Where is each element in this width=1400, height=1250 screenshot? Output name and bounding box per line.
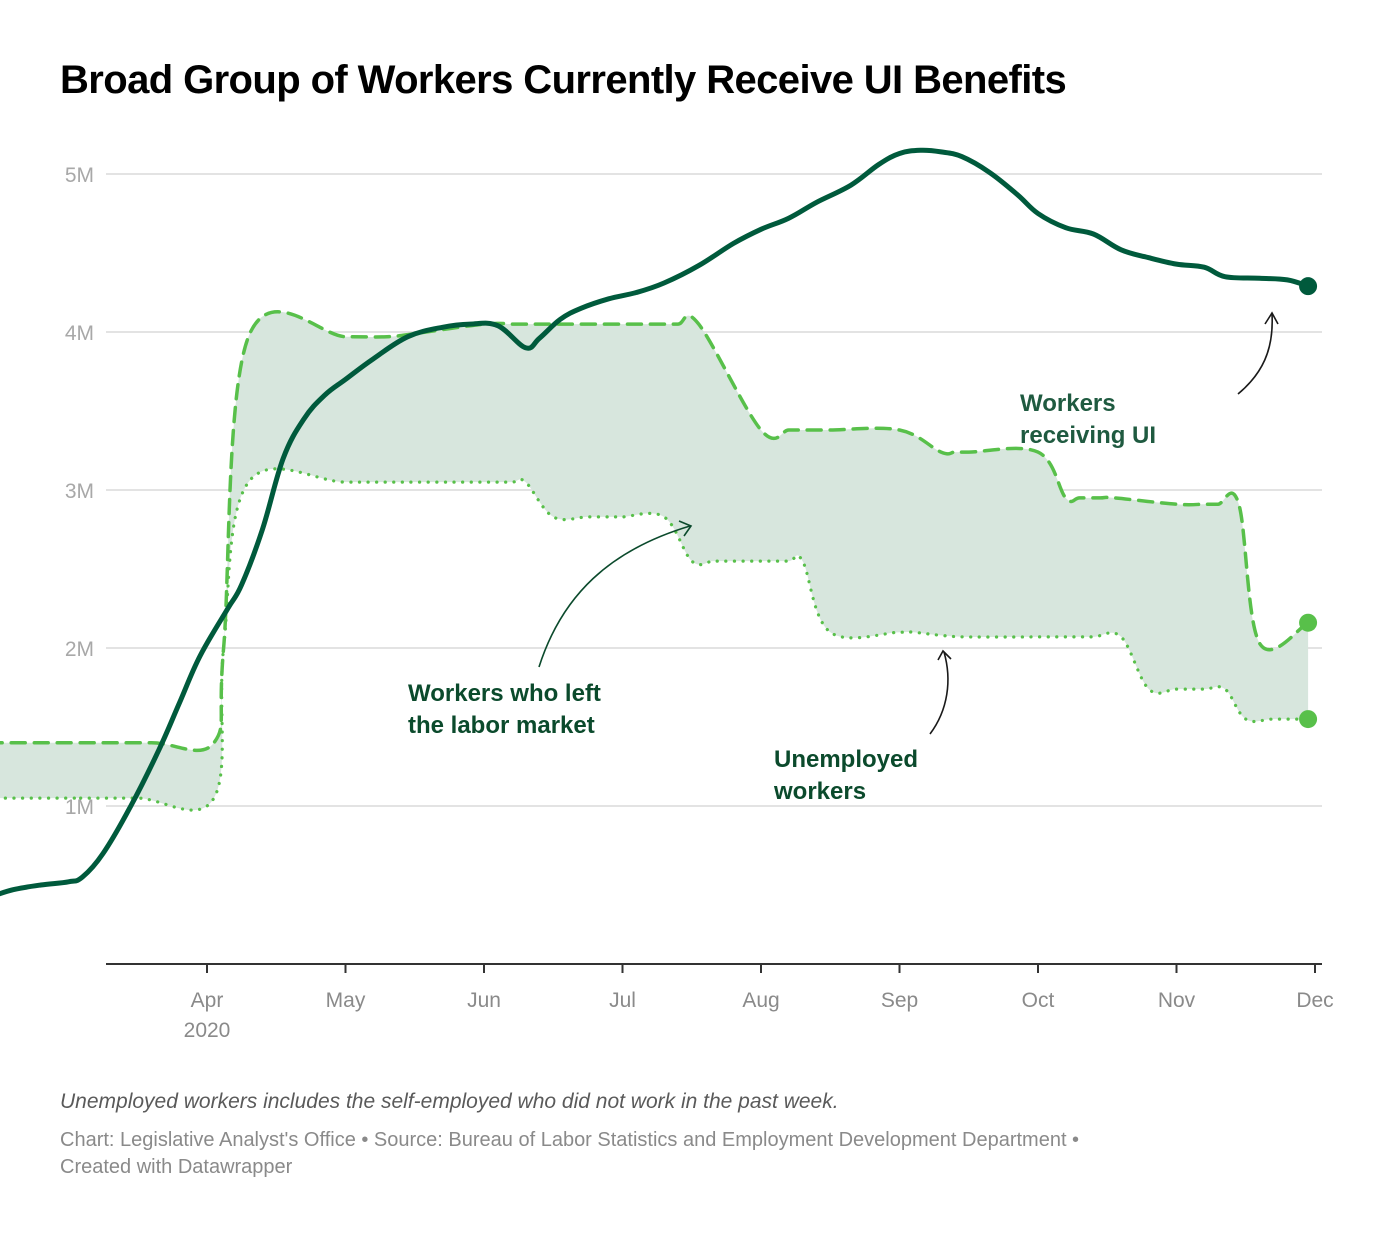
y-axis-labels: 1M 2M 3M 4M 5M xyxy=(65,164,94,819)
arrow-head-icon xyxy=(1264,311,1279,325)
credit-line-1: Chart: Legislative Analyst's Office • So… xyxy=(60,1129,1080,1151)
annotation-workers-receiving-ui: Workers receiving UI xyxy=(1020,311,1279,449)
range-band xyxy=(0,311,1309,811)
lower-end-marker xyxy=(1299,710,1318,729)
annotation-unemployed-line1: Unemployed xyxy=(774,746,918,773)
upper-bound-line xyxy=(0,310,1310,753)
x-tick-label: Sep xyxy=(881,989,918,1012)
credit-line-2: Created with Datawrapper xyxy=(60,1156,293,1178)
annotation-ui-line2: receiving UI xyxy=(1020,422,1156,449)
y-tick-label: 1M xyxy=(65,796,94,819)
x-tick-label: Oct xyxy=(1022,989,1055,1012)
x-tick-label: Apr xyxy=(191,989,224,1012)
y-tick-label: 3M xyxy=(65,480,94,503)
y-tick-label: 4M xyxy=(65,322,94,345)
x-tick-label: Jun xyxy=(467,989,501,1012)
annotation-unemployed-workers: Unemployed workers xyxy=(773,649,952,805)
x-tick-label: Nov xyxy=(1158,989,1196,1012)
arrow-head-icon xyxy=(937,649,952,661)
x-axis: Apr 2020 May Jun Jul Aug Sep Oct Nov Dec xyxy=(106,963,1334,1042)
x-tick-sublabel: 2020 xyxy=(184,1019,231,1042)
y-tick-label: 5M xyxy=(65,164,94,187)
line-chart: 1M 2M 3M 4M 5M Apr 2020 May Jun Jul Aug Sep Oct Nov D… xyxy=(0,147,1334,1042)
chart-title: Broad Group of Workers Currently Receive… xyxy=(60,58,1067,102)
x-tick-label: Dec xyxy=(1296,989,1333,1012)
annotation-ui-line1: Workers xyxy=(1020,390,1116,417)
chart-note: Unemployed workers includes the self-emp… xyxy=(60,1090,839,1113)
x-tick-label: Jul xyxy=(609,989,636,1012)
annotation-left-line2: the labor market xyxy=(408,712,595,739)
annotation-left-line1: Workers who left xyxy=(408,680,601,707)
workers-receiving-ui-line xyxy=(0,147,1311,897)
annotation-workers-left-labor-market: Workers who left the labor market xyxy=(408,520,693,739)
x-tick-label: May xyxy=(326,989,366,1012)
upper-end-marker xyxy=(1299,613,1318,632)
annotation-arrow-left xyxy=(538,525,691,668)
annotation-arrow-unemployed xyxy=(929,651,949,735)
x-tick-label: Aug xyxy=(742,989,779,1012)
annotation-arrow-ui xyxy=(1237,313,1273,395)
ui-end-marker xyxy=(1299,277,1318,296)
arrow-head-icon xyxy=(678,520,693,537)
chart-credit: Chart: Legislative Analyst's Office • So… xyxy=(60,1127,1260,1181)
end-markers xyxy=(1299,277,1318,729)
y-tick-label: 2M xyxy=(65,638,94,661)
annotation-unemployed-line2: workers xyxy=(773,778,866,805)
